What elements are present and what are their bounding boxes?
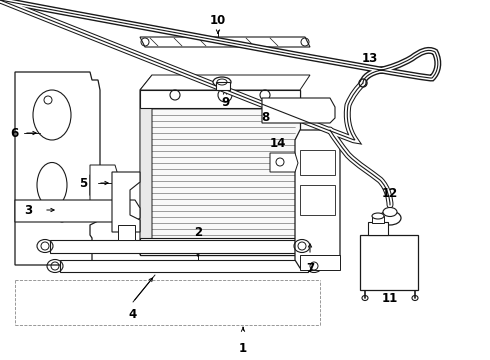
Text: 1: 1 (239, 342, 247, 355)
Polygon shape (90, 165, 118, 205)
Ellipse shape (213, 77, 231, 87)
Text: 11: 11 (382, 292, 398, 305)
Bar (372, 216, 384, 223)
Ellipse shape (379, 211, 401, 225)
Ellipse shape (383, 207, 397, 216)
Text: 4: 4 (129, 309, 137, 321)
Polygon shape (140, 75, 152, 255)
Bar (300, 150, 335, 175)
Text: 2: 2 (194, 226, 202, 239)
Polygon shape (140, 238, 300, 255)
Polygon shape (50, 240, 295, 253)
Polygon shape (112, 172, 140, 232)
Text: 6: 6 (10, 126, 18, 140)
Polygon shape (15, 72, 100, 265)
Bar (360, 235, 418, 290)
Polygon shape (15, 200, 140, 222)
Polygon shape (295, 130, 340, 268)
Polygon shape (270, 153, 298, 172)
Polygon shape (262, 98, 335, 123)
Bar (368, 222, 388, 235)
Text: 12: 12 (382, 186, 398, 199)
Polygon shape (140, 90, 300, 255)
Polygon shape (60, 260, 308, 272)
Polygon shape (140, 75, 310, 90)
Text: 5: 5 (79, 176, 87, 189)
Ellipse shape (372, 213, 384, 219)
Text: 7: 7 (306, 261, 314, 275)
Text: 3: 3 (24, 203, 32, 216)
Text: 14: 14 (270, 136, 286, 149)
Bar (216, 82, 230, 90)
Text: 13: 13 (362, 51, 378, 64)
Polygon shape (118, 225, 135, 240)
Text: 9: 9 (221, 95, 229, 108)
Polygon shape (300, 255, 340, 270)
Bar (300, 185, 335, 215)
Polygon shape (140, 90, 300, 108)
Text: 10: 10 (210, 14, 226, 27)
Text: 8: 8 (261, 111, 269, 123)
